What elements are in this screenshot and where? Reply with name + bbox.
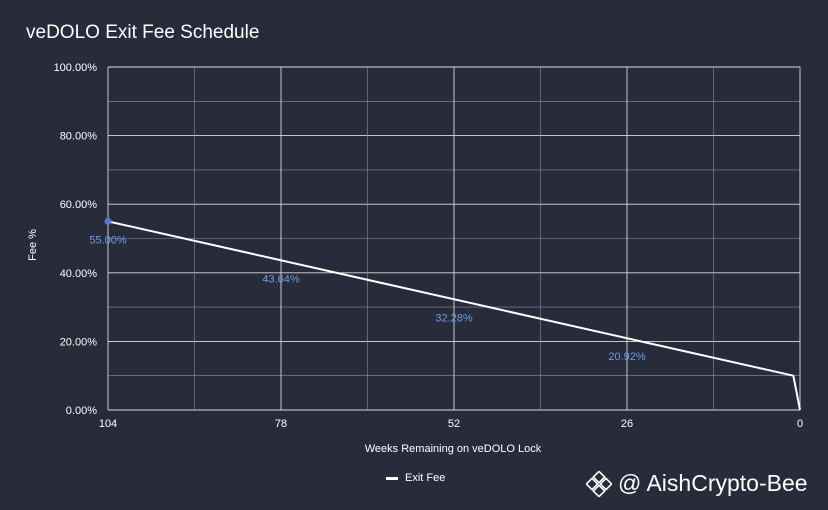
series-line-exit-fee [107,220,801,411]
y-tick-label: 60.00% [60,199,98,211]
x-axis-title: Weeks Remaining on veDOLO Lock [364,443,542,455]
legend[interactable]: Exit Fee [386,472,445,484]
legend-line-swatch [386,476,398,480]
grid-layer [107,66,801,411]
data-label: 55.00% [89,234,127,246]
data-label: 20.92% [608,351,646,363]
watermark: @ AishCrypto-Bee [586,470,808,497]
binance-logo-icon [586,470,612,497]
y-tick-label: 100.00% [54,62,98,74]
data-label-layer: 55.00% 43.64% 32.28% 20.92% [89,234,646,363]
y-tick-label: 40.00% [60,268,98,280]
x-tick-label: 78 [275,418,287,430]
y-tick-label: 80.00% [60,131,98,143]
watermark-text: @ AishCrypto-Bee [618,470,808,496]
data-label: 32.28% [435,312,473,324]
y-axis-title-wrap: Fee % [18,229,48,261]
x-tick-label: 52 [448,418,460,430]
y-tick-label: 20.00% [60,336,98,348]
tick-layer: 0.00% 20.00% 40.00% 60.00% 80.00% 100.00% 104 7… [54,62,804,430]
y-axis-title: Fee % [27,229,39,261]
x-tick-label: 0 [797,418,803,430]
legend-label-exit-fee: Exit Fee [405,472,446,484]
data-point-marker [104,217,112,225]
x-tick-label: 104 [99,418,117,430]
chart-title: veDOLO Exit Fee Schedule [26,22,260,43]
data-label: 43.64% [262,273,300,285]
y-tick-label: 0.00% [66,405,97,417]
x-tick-label: 26 [621,418,633,430]
series-layer [104,217,801,411]
